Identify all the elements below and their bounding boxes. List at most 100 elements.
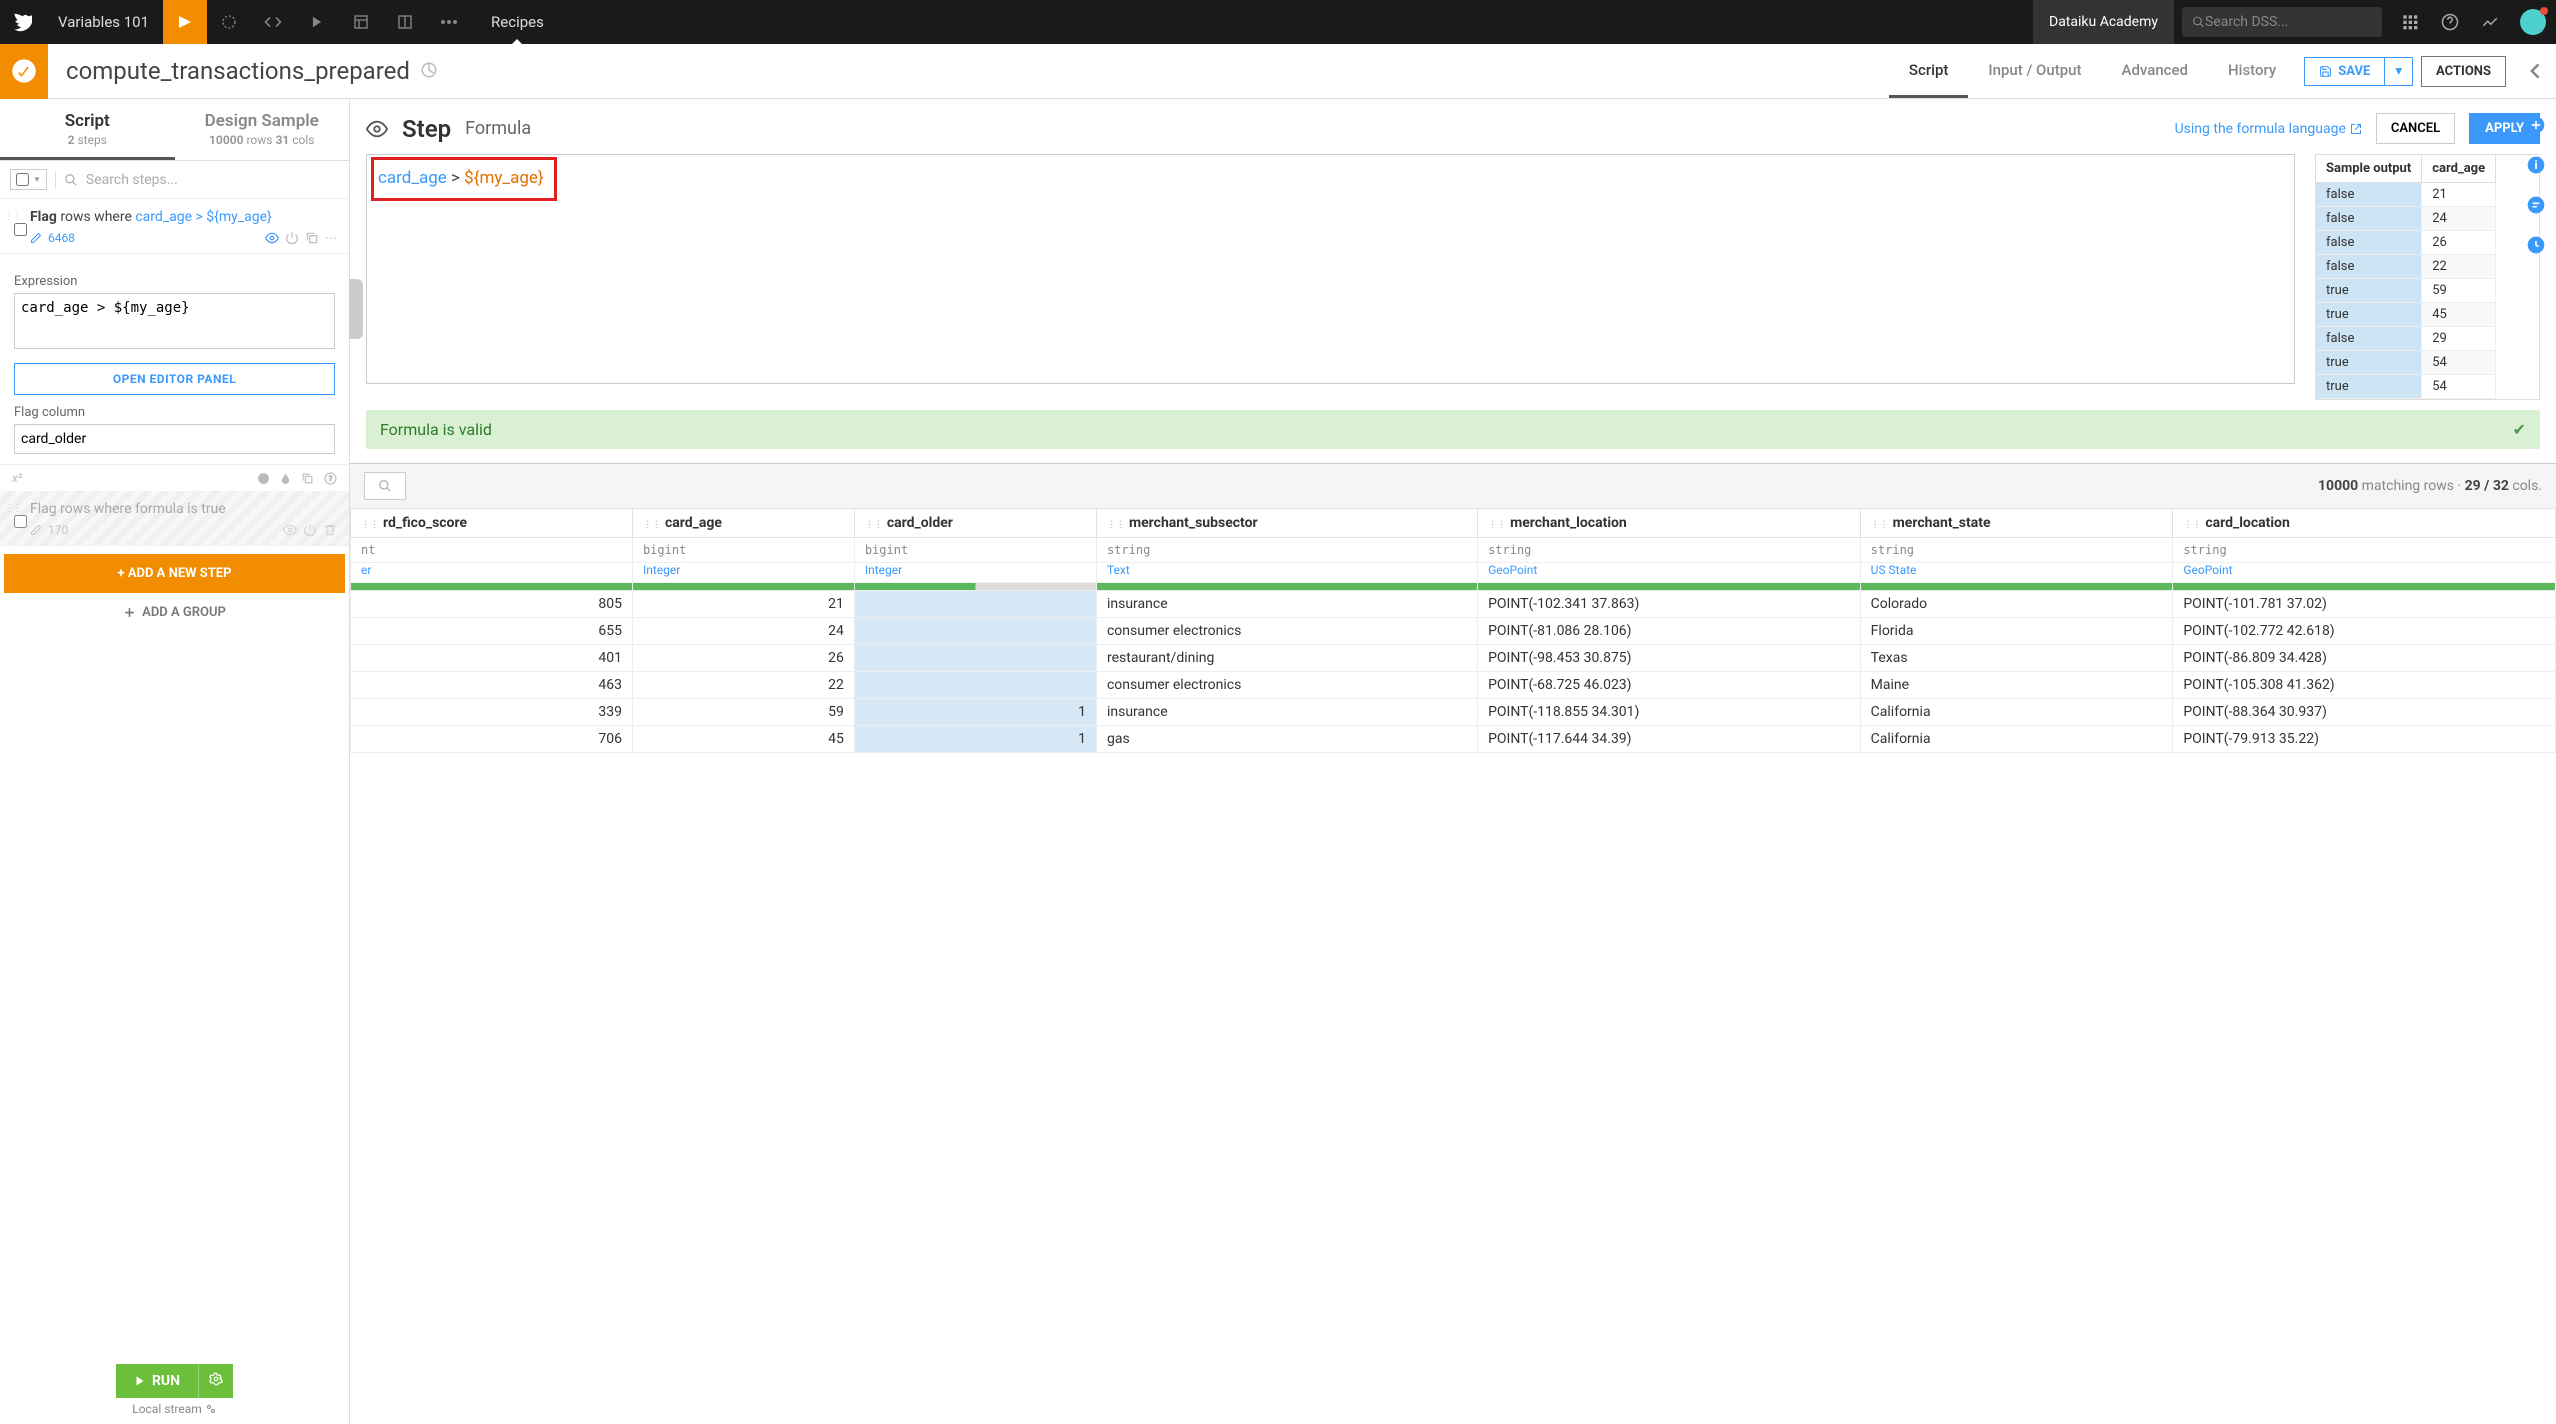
apps-icon[interactable] <box>2390 14 2430 30</box>
col-meaning[interactable]: GeoPoint <box>2173 563 2556 583</box>
col-header[interactable]: ⋮⋮rd_fico_score <box>351 509 633 538</box>
help-icon[interactable]: ? <box>324 472 337 485</box>
step-checkbox[interactable] <box>14 515 27 528</box>
steps-search[interactable] <box>86 172 339 188</box>
academy-button[interactable]: Dataiku Academy <box>2033 0 2174 44</box>
select-all-checkbox[interactable]: ▼ <box>10 169 47 190</box>
left-tab-script[interactable]: Script 2 steps <box>0 99 175 160</box>
open-editor-button[interactable]: OPEN EDITOR PANEL <box>14 363 335 395</box>
save-dropdown[interactable]: ▾ <box>2385 57 2413 86</box>
col-meaning[interactable]: Text <box>1096 563 1477 583</box>
col-header[interactable]: ⋮⋮card_age <box>632 509 854 538</box>
search-input[interactable] <box>2205 14 2372 30</box>
add-group-button[interactable]: ADD A GROUP <box>0 595 349 630</box>
tab-advanced[interactable]: Advanced <box>2102 44 2208 98</box>
rail-chat-icon[interactable] <box>2526 195 2546 219</box>
data-cell: consumer electronics <box>1096 672 1477 699</box>
step-checkbox[interactable] <box>14 223 27 236</box>
col-fill <box>1860 583 2173 591</box>
drag-handle[interactable]: ⋮⋮ <box>4 211 20 222</box>
formula-editor[interactable]: card_age > ${my_age} <box>366 154 2295 384</box>
formula-help-link[interactable]: Using the formula language <box>2175 121 2362 137</box>
actions-button[interactable]: ACTIONS <box>2421 56 2506 87</box>
col-meaning[interactable]: GeoPoint <box>1478 563 1861 583</box>
logo-icon[interactable] <box>0 0 44 44</box>
col-meaning[interactable]: US State <box>1860 563 2173 583</box>
project-name[interactable]: Variables 101 <box>44 13 163 31</box>
flag-input[interactable] <box>14 424 335 454</box>
sample-cell: 29 <box>2422 327 2496 351</box>
col-header[interactable]: ⋮⋮merchant_subsector <box>1096 509 1477 538</box>
main-content: Script 2 steps Design Sample 10000 rows … <box>0 99 2556 1424</box>
power-icon[interactable] <box>303 523 317 537</box>
col-meaning[interactable]: Integer <box>632 563 854 583</box>
col-header[interactable]: ⋮⋮card_older <box>854 509 1096 538</box>
rail-info-icon[interactable]: i <box>2526 155 2546 179</box>
data-cell: POINT(-68.725 46.023) <box>1478 672 1861 699</box>
run-button[interactable]: RUN <box>116 1364 198 1398</box>
copy-icon[interactable] <box>305 231 319 245</box>
step-form: Expression card_age > ${my_age} OPEN EDI… <box>0 254 349 464</box>
run-settings[interactable] <box>198 1364 233 1398</box>
more-icon[interactable] <box>427 0 471 44</box>
power-icon[interactable] <box>285 231 299 245</box>
drag-handle[interactable]: ⋮⋮ <box>4 503 20 514</box>
data-cell: POINT(-102.341 37.863) <box>1478 591 1861 618</box>
add-step-button[interactable]: + ADD A NEW STEP <box>4 554 345 593</box>
collapse-handle[interactable] <box>349 279 363 339</box>
expr-textarea[interactable]: card_age > ${my_age} <box>14 293 335 349</box>
play-icon[interactable] <box>295 0 339 44</box>
pencil-icon[interactable] <box>30 524 42 536</box>
play-icon <box>134 1375 146 1387</box>
help-icon[interactable] <box>2430 13 2470 31</box>
left-tab-sample[interactable]: Design Sample 10000 rows 31 cols <box>175 99 350 160</box>
activity-icon[interactable] <box>2470 13 2510 31</box>
step-1[interactable]: ⋮⋮ Flag rows where card_age > ${my_age} … <box>0 199 349 254</box>
global-search[interactable] <box>2182 7 2382 37</box>
back-button[interactable] <box>2516 61 2556 81</box>
eye-icon[interactable] <box>265 231 279 245</box>
tab-history[interactable]: History <box>2208 44 2296 98</box>
col-type: string <box>2173 538 2556 563</box>
tab-script[interactable]: Script <box>1889 44 1968 98</box>
partition-icon[interactable] <box>420 57 438 85</box>
data-cell: POINT(-102.772 42.618) <box>2173 618 2556 645</box>
sample-h2: card_age <box>2422 155 2496 183</box>
save-icon <box>2319 65 2332 78</box>
data-cell: gas <box>1096 726 1477 753</box>
pencil-icon[interactable] <box>30 232 42 244</box>
trash-icon[interactable] <box>323 523 337 537</box>
info-icon[interactable] <box>257 472 270 485</box>
step-2-disabled[interactable]: ⋮⋮ Flag rows where formula is true 170 <box>0 491 349 546</box>
col-meaning[interactable]: Integer <box>854 563 1096 583</box>
data-table[interactable]: ⋮⋮rd_fico_score⋮⋮card_age⋮⋮card_older⋮⋮m… <box>350 508 2556 1424</box>
dashboard-icon[interactable] <box>339 0 383 44</box>
col-header[interactable]: ⋮⋮card_location <box>2173 509 2556 538</box>
tab-io[interactable]: Input / Output <box>1968 44 2101 98</box>
col-header[interactable]: ⋮⋮merchant_location <box>1478 509 1861 538</box>
data-cell: Texas <box>1860 645 2173 672</box>
col-header[interactable]: ⋮⋮merchant_state <box>1860 509 2173 538</box>
grid-icon[interactable] <box>383 0 427 44</box>
formula-highlight: card_age > ${my_age} <box>371 157 557 201</box>
col-meaning[interactable]: er <box>351 563 633 583</box>
code-icon[interactable] <box>251 0 295 44</box>
preview-search[interactable] <box>364 472 406 500</box>
save-label: SAVE <box>2338 64 2370 79</box>
rail-add-icon[interactable] <box>2526 115 2546 139</box>
eye-icon[interactable] <box>283 523 297 537</box>
step-more-icon[interactable]: ⋯ <box>325 231 337 245</box>
user-avatar[interactable] <box>2520 9 2546 35</box>
fx-icon[interactable]: x² <box>12 471 22 485</box>
cancel-button[interactable]: CANCEL <box>2376 113 2455 144</box>
eye-icon[interactable] <box>366 118 388 140</box>
formula-status: Formula is valid ✔ <box>366 410 2540 449</box>
save-button[interactable]: SAVE <box>2304 57 2385 86</box>
rail-history-icon[interactable] <box>2526 235 2546 259</box>
tab-recipes[interactable]: Recipes <box>471 0 564 44</box>
copy-icon[interactable] <box>301 472 314 485</box>
circle-icon[interactable] <box>207 0 251 44</box>
run-mode[interactable]: Local stream <box>0 1402 349 1416</box>
drop-icon[interactable] <box>280 471 291 485</box>
flow-icon[interactable] <box>163 0 207 44</box>
